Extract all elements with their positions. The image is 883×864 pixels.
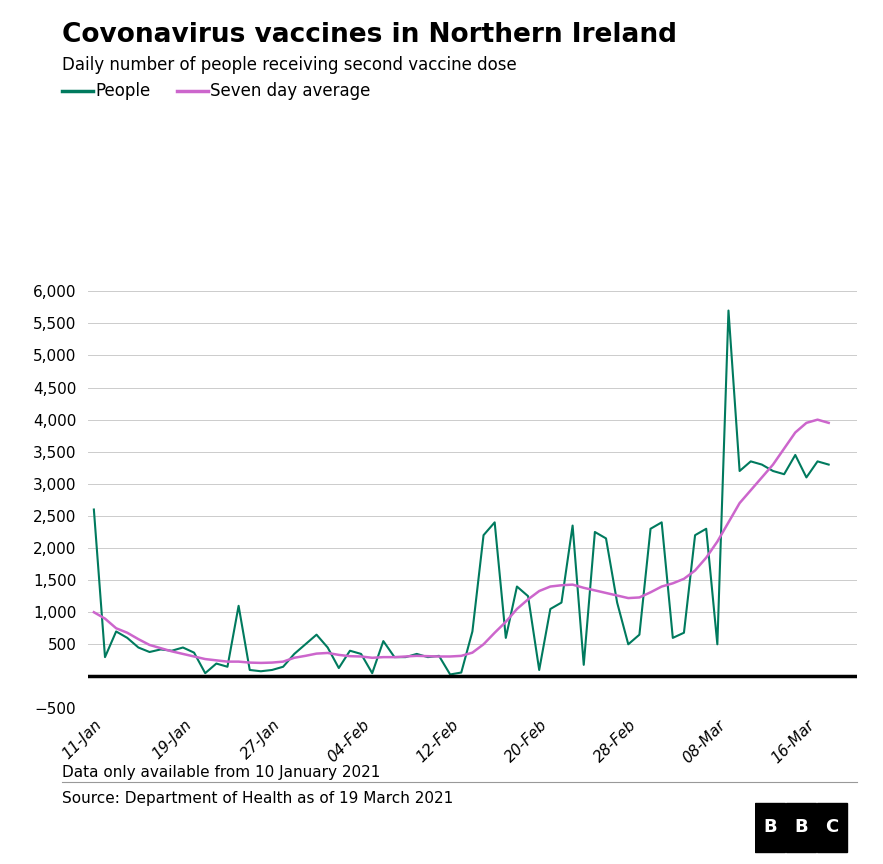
Bar xyxy=(786,803,816,852)
Text: Data only available from 10 January 2021: Data only available from 10 January 2021 xyxy=(62,765,381,779)
Text: Source: Department of Health as of 19 March 2021: Source: Department of Health as of 19 Ma… xyxy=(62,791,453,805)
Text: Daily number of people receiving second vaccine dose: Daily number of people receiving second … xyxy=(62,56,517,74)
Bar xyxy=(755,803,785,852)
Text: B: B xyxy=(763,818,777,836)
Text: People: People xyxy=(95,82,151,99)
Text: Covonavirus vaccines in Northern Ireland: Covonavirus vaccines in Northern Ireland xyxy=(62,22,676,48)
Text: Seven day average: Seven day average xyxy=(210,82,371,99)
Bar xyxy=(818,803,847,852)
Text: C: C xyxy=(826,818,839,836)
Text: B: B xyxy=(794,818,808,836)
